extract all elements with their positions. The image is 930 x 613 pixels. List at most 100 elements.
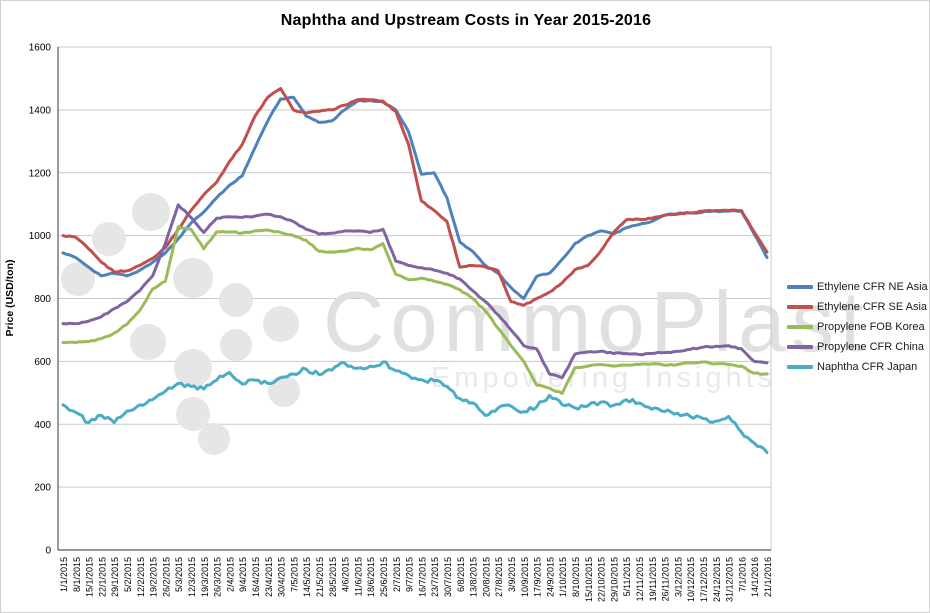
axes (57, 46, 772, 551)
x-tick-label: 18/6/2015 (366, 557, 376, 597)
watermark-circle (263, 306, 299, 342)
x-tick-label: 24/9/2015 (545, 557, 555, 597)
x-tick-label: 5/3/2015 (174, 557, 184, 592)
series-line-propylene-fob-korea (61, 225, 769, 395)
watermark-circle (176, 397, 210, 431)
x-tick-label: 17/9/2015 (533, 557, 543, 597)
legend-label: Naphtha CFR Japan (817, 361, 918, 373)
x-tick-label: 16/7/2015 (417, 557, 427, 597)
x-tick-label: 22/10/2015 (597, 557, 607, 602)
x-tick-label: 26/2/2015 (161, 557, 171, 597)
series-lines (61, 87, 769, 454)
watermark-circle (130, 324, 166, 360)
x-tick-label: 19/11/2015 (648, 557, 658, 601)
x-tick-label: 12/11/2015 (635, 557, 645, 601)
x-tick-label: 5/2/2015 (123, 557, 133, 592)
x-tick-label: 1/1/2015 (59, 557, 69, 592)
legend-item-propylene-cfr-china: Propylene CFR China (787, 337, 929, 357)
legend-item-propylene-fob-korea: Propylene FOB Korea (787, 317, 929, 337)
x-tick-label: 15/1/2015 (85, 557, 95, 597)
x-tick-label: 15/10/2015 (584, 557, 594, 602)
x-tick-label: 16/4/2015 (251, 557, 261, 597)
legend-label: Ethylene CFR SE Asia (817, 301, 928, 313)
legend-marker (787, 325, 813, 329)
watermark-circle (268, 375, 300, 407)
legend-label: Propylene FOB Korea (817, 321, 925, 333)
legend-item-ethylene-cfr-ne-asia: Ethylene CFR NE Asia (787, 277, 929, 297)
legend-label: Ethylene CFR NE Asia (817, 281, 928, 293)
watermark-circle (219, 283, 253, 317)
x-tick-label: 24/12/2015 (712, 557, 722, 602)
legend-label: Propylene CFR China (817, 341, 924, 353)
x-tick-label: 11/6/2015 (353, 557, 363, 596)
y-tick-label: 1600 (29, 43, 52, 54)
watermark: CommoPlast Empowering Insights (61, 193, 870, 455)
x-tick-label: 21/1/2016 (763, 557, 773, 597)
watermark-logo-circles (61, 193, 300, 455)
y-tick-label: 1000 (29, 231, 52, 242)
watermark-circle (220, 329, 252, 361)
x-tick-label: 19/3/2015 (200, 557, 210, 597)
x-tick-label: 12/3/2015 (187, 557, 197, 597)
x-tick-label: 7/5/2015 (289, 557, 299, 592)
y-tick-label: 200 (34, 483, 51, 494)
x-tick-label: 26/3/2015 (213, 557, 223, 597)
legend-marker (787, 305, 813, 309)
x-tick-label: 10/9/2015 (520, 557, 530, 597)
y-tick-label: 1400 (29, 105, 52, 116)
legend: Ethylene CFR NE Asia Ethylene CFR SE Asia… (787, 277, 929, 377)
x-tick-label: 30/4/2015 (277, 557, 287, 597)
x-tick-label: 1/10/2015 (558, 557, 568, 597)
series-line-propylene-cfr-china (61, 203, 769, 380)
legend-item-naphtha-cfr-japan: Naphtha CFR Japan (787, 357, 929, 377)
x-tick-label: 30/7/2015 (443, 557, 453, 597)
x-tick-label: 7/1/2016 (737, 557, 747, 592)
watermark-circle (92, 222, 126, 256)
x-tick-label: 31/12/2015 (725, 557, 735, 602)
x-tick-label: 12/2/2015 (136, 557, 146, 597)
legend-marker (787, 285, 813, 289)
x-tick-label: 2/4/2015 (225, 557, 235, 592)
chart-title: Naphtha and Upstream Costs in Year 2015-… (280, 12, 652, 29)
legend-item-ethylene-cfr-se-asia: Ethylene CFR SE Asia (787, 297, 929, 317)
x-tick-label: 22/1/2015 (97, 557, 107, 597)
x-tick-label: 8/10/2015 (571, 557, 581, 597)
watermark-circle (173, 258, 213, 298)
series-line-ethylene-cfr-ne-asia (61, 95, 769, 300)
y-tick-label: 800 (34, 294, 51, 305)
series-line-naphtha-cfr-japan (61, 360, 769, 454)
x-tick-label: 17/12/2015 (699, 557, 709, 602)
x-tick-label: 2/7/2015 (392, 557, 402, 592)
x-tick-label: 26/11/2015 (661, 557, 671, 601)
x-tick-label: 14/5/2015 (302, 557, 312, 597)
legend-marker (787, 365, 813, 369)
watermark-circle (198, 423, 230, 455)
legend-marker (787, 345, 813, 349)
x-tick-label: 19/2/2015 (149, 557, 159, 597)
watermark-circle (132, 193, 170, 231)
x-tick-label: 8/1/2015 (72, 557, 82, 592)
watermark-circle (174, 349, 212, 387)
y-tick-label: 0 (45, 546, 51, 557)
x-tick-label: 10/12/2015 (686, 557, 696, 602)
y-tick-label: 400 (34, 420, 51, 431)
x-tick-label: 25/6/2015 (379, 557, 389, 597)
y-tick-label: 1200 (29, 168, 52, 179)
x-tick-label: 9/4/2015 (238, 557, 248, 592)
x-tick-label: 29/10/2015 (609, 557, 619, 602)
x-tick-label: 13/8/2015 (469, 557, 479, 597)
x-tick-label: 9/7/2015 (405, 557, 415, 592)
x-tick-label: 28/5/2015 (328, 557, 338, 597)
x-tick-label: 23/7/2015 (430, 557, 440, 597)
watermark-brand-text: CommoPlast (323, 275, 870, 370)
x-tick-label: 23/4/2015 (264, 557, 274, 597)
x-tick-label: 4/6/2015 (341, 557, 351, 592)
x-tick-label: 29/1/2015 (110, 557, 120, 597)
x-tick-label: 20/8/2015 (481, 557, 491, 597)
y-tick-label: 600 (34, 357, 51, 368)
x-tick-label: 14/1/2016 (750, 557, 760, 597)
x-tick-label: 21/5/2015 (315, 557, 325, 597)
